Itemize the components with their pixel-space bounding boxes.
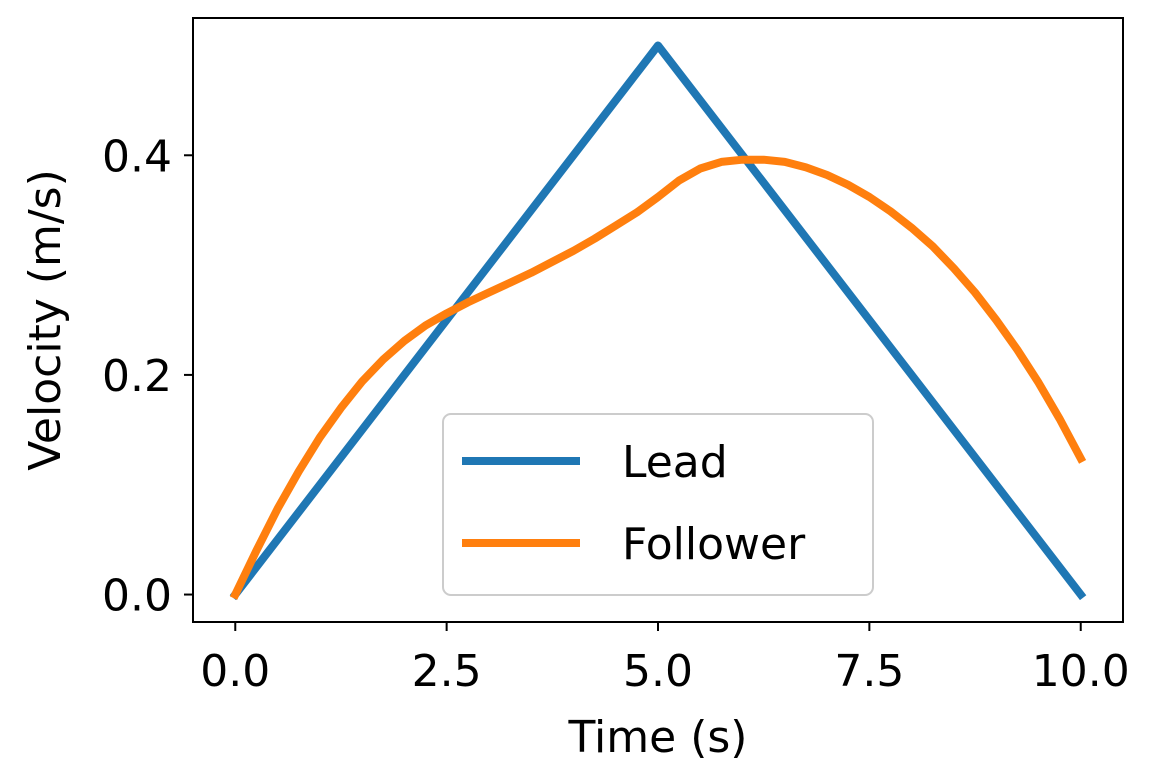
y-axis-label: Velocity (m/s) (20, 169, 71, 471)
x-tick-label: 0.0 (200, 646, 270, 697)
x-axis-label: Time (s) (568, 712, 748, 763)
legend: Lead Follower (442, 413, 874, 596)
x-axis-ticks: 0.0 2.5 5.0 7.5 10.0 (200, 622, 1130, 697)
x-tick-label: 5.0 (623, 646, 693, 697)
y-tick-label: 0.0 (102, 571, 172, 622)
y-tick-label: 0.4 (102, 131, 172, 182)
legend-label-lead: Lead (622, 437, 728, 488)
series-line-follower (229, 155, 1087, 600)
y-axis-ticks: 0.0 0.2 0.4 (102, 131, 193, 622)
x-tick-label: 10.0 (1032, 646, 1130, 697)
series-line-lead (229, 41, 1087, 601)
x-tick-label: 2.5 (412, 646, 482, 697)
series-layer (229, 41, 1087, 601)
x-tick-label: 7.5 (834, 646, 904, 697)
y-tick-label: 0.2 (102, 351, 172, 402)
legend-label-follower: Follower (622, 519, 806, 570)
